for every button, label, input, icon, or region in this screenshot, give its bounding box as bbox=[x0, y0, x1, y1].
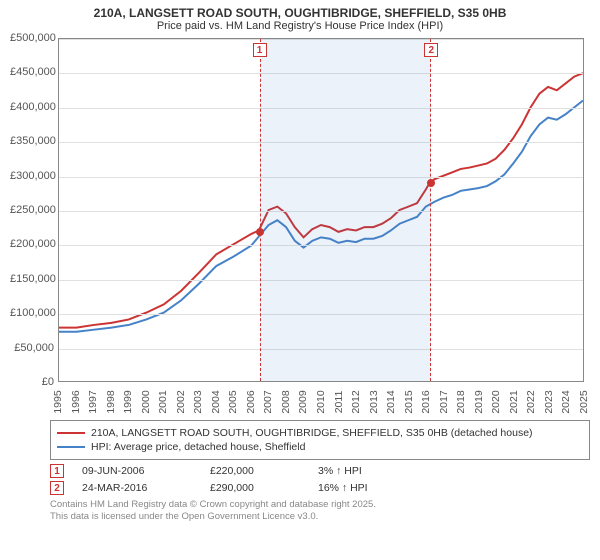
x-tick-label: 2009 bbox=[297, 390, 309, 413]
x-tick-label: 2014 bbox=[385, 390, 397, 413]
y-tick-label: £0 bbox=[10, 376, 54, 388]
y-tick-label: £450,000 bbox=[10, 66, 54, 78]
x-tick-label: 2015 bbox=[403, 390, 415, 413]
y-tick-label: £200,000 bbox=[10, 238, 54, 250]
x-tick-label: 2012 bbox=[350, 390, 362, 413]
x-tick-label: 2002 bbox=[175, 390, 187, 413]
footer-line1: Contains HM Land Registry data © Crown c… bbox=[50, 499, 590, 511]
chart-container: £0 £50,000 £100,000 £150,000 £200,000 £250,00… bbox=[10, 34, 590, 414]
y-tick-label: £500,000 bbox=[10, 32, 54, 44]
sale-hpi-delta: 3% ↑ HPI bbox=[318, 465, 418, 477]
y-tick-label: £350,000 bbox=[10, 135, 54, 147]
chart-title-block: 210A, LANGSETT ROAD SOUTH, OUGHTIBRIDGE,… bbox=[0, 0, 600, 34]
plot-area: 12 bbox=[58, 38, 584, 382]
x-tick-label: 1998 bbox=[105, 390, 117, 413]
sale-date: 09-JUN-2006 bbox=[82, 465, 192, 477]
legend: 210A, LANGSETT ROAD SOUTH, OUGHTIBRIDGE,… bbox=[50, 420, 590, 460]
legend-label-hpi: HPI: Average price, detached house, Shef… bbox=[91, 441, 305, 453]
x-tick-label: 2017 bbox=[438, 390, 450, 413]
x-tick-label: 2022 bbox=[525, 390, 537, 413]
x-tick-label: 1997 bbox=[87, 390, 99, 413]
x-tick-label: 2006 bbox=[245, 390, 257, 413]
x-tick-label: 2005 bbox=[227, 390, 239, 413]
x-tick-label: 2000 bbox=[140, 390, 152, 413]
sale-hpi-delta: 16% ↑ HPI bbox=[318, 482, 418, 494]
band-marker-2: 2 bbox=[424, 43, 438, 57]
x-tick-label: 2016 bbox=[420, 390, 432, 413]
legend-swatch-property bbox=[57, 432, 85, 434]
x-tick-label: 2018 bbox=[455, 390, 467, 413]
x-tick-label: 2010 bbox=[315, 390, 327, 413]
x-tick-label: 2024 bbox=[560, 390, 572, 413]
x-tick-label: 2001 bbox=[157, 390, 169, 413]
title-line2: Price paid vs. HM Land Registry's House … bbox=[10, 20, 590, 32]
y-tick-label: £100,000 bbox=[10, 307, 54, 319]
x-tick-label: 2011 bbox=[333, 391, 345, 414]
x-tick-label: 1999 bbox=[122, 390, 134, 413]
legend-swatch-hpi bbox=[57, 446, 85, 448]
sales-row: 1 09-JUN-2006 £220,000 3% ↑ HPI bbox=[50, 464, 590, 478]
legend-label-property: 210A, LANGSETT ROAD SOUTH, OUGHTIBRIDGE,… bbox=[91, 427, 533, 439]
sales-row: 2 24-MAR-2016 £290,000 16% ↑ HPI bbox=[50, 481, 590, 495]
sale-dot-2 bbox=[427, 179, 435, 187]
sale-price: £290,000 bbox=[210, 482, 300, 494]
x-tick-label: 2023 bbox=[543, 390, 555, 413]
x-tick-label: 2025 bbox=[578, 390, 590, 413]
title-line1: 210A, LANGSETT ROAD SOUTH, OUGHTIBRIDGE,… bbox=[10, 6, 590, 20]
x-tick-label: 2004 bbox=[210, 390, 222, 413]
highlight-band bbox=[260, 39, 432, 381]
footer-attribution: Contains HM Land Registry data © Crown c… bbox=[50, 499, 590, 524]
y-tick-label: £250,000 bbox=[10, 204, 54, 216]
x-tick-label: 2020 bbox=[490, 390, 502, 413]
x-tick-label: 1996 bbox=[70, 390, 82, 413]
x-tick-label: 2007 bbox=[262, 390, 274, 413]
x-tick-label: 2013 bbox=[368, 390, 380, 413]
y-tick-label: £150,000 bbox=[10, 273, 54, 285]
x-tick-label: 2019 bbox=[473, 390, 485, 413]
sale-date: 24-MAR-2016 bbox=[82, 482, 192, 494]
footer-line2: This data is licensed under the Open Gov… bbox=[50, 511, 590, 523]
sale-marker-num: 1 bbox=[50, 464, 64, 478]
x-tick-label: 1995 bbox=[52, 390, 64, 413]
y-tick-label: £400,000 bbox=[10, 101, 54, 113]
sale-price: £220,000 bbox=[210, 465, 300, 477]
y-tick-label: £50,000 bbox=[10, 342, 54, 354]
x-tick-label: 2003 bbox=[192, 390, 204, 413]
x-tick-label: 2021 bbox=[508, 390, 520, 413]
sale-marker-num: 2 bbox=[50, 481, 64, 495]
legend-item-property: 210A, LANGSETT ROAD SOUTH, OUGHTIBRIDGE,… bbox=[57, 427, 583, 439]
sale-dot-1 bbox=[256, 228, 264, 236]
x-tick-label: 2008 bbox=[280, 390, 292, 413]
sales-table: 1 09-JUN-2006 £220,000 3% ↑ HPI 2 24-MAR… bbox=[50, 464, 590, 495]
band-marker-1: 1 bbox=[253, 43, 267, 57]
y-tick-label: £300,000 bbox=[10, 170, 54, 182]
legend-item-hpi: HPI: Average price, detached house, Shef… bbox=[57, 441, 583, 453]
